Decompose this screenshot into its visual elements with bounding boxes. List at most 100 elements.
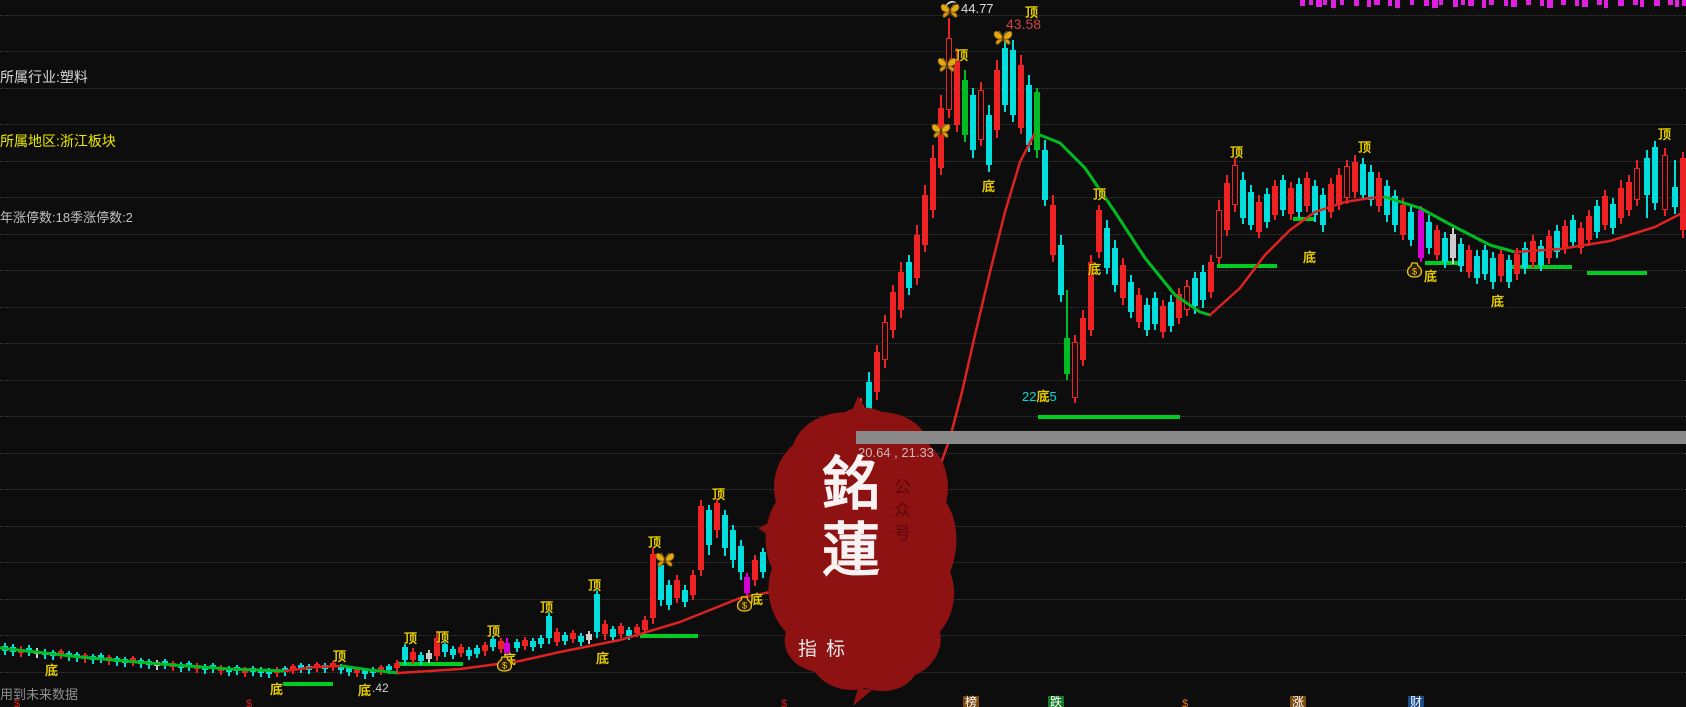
candle xyxy=(434,638,440,656)
support-line xyxy=(640,634,698,638)
top-marker-label: 顶 xyxy=(333,649,347,664)
candle xyxy=(378,667,384,671)
signal-tick xyxy=(1561,0,1566,5)
candle xyxy=(1296,184,1302,212)
candle xyxy=(706,510,712,545)
signal-tick xyxy=(1309,0,1313,5)
candle xyxy=(458,647,464,653)
signal-tick xyxy=(1388,0,1392,6)
crash-low-label: 22底5 xyxy=(1022,386,1057,405)
butterfly-icon xyxy=(936,56,958,79)
signal-tick xyxy=(1374,0,1380,5)
candle xyxy=(1368,172,1374,200)
svg-text:$: $ xyxy=(742,601,747,611)
bottom-strip-item: $ xyxy=(246,698,253,707)
signal-tick xyxy=(1511,0,1517,7)
gridline xyxy=(0,88,1686,89)
crash-low-right: 5 xyxy=(1049,389,1057,404)
candle xyxy=(1184,286,1190,310)
candle xyxy=(1418,210,1424,258)
bottom-marker-label: 底 xyxy=(45,663,59,678)
candle xyxy=(1096,210,1102,252)
candle xyxy=(610,629,616,637)
signal-tick xyxy=(1482,0,1486,8)
candle xyxy=(586,634,592,640)
signal-tick xyxy=(1367,0,1371,7)
candle xyxy=(970,95,976,150)
candle xyxy=(752,560,758,580)
candle xyxy=(1042,150,1048,200)
candle xyxy=(922,195,928,245)
candle xyxy=(722,515,728,548)
candle xyxy=(1458,244,1464,266)
candle xyxy=(1360,164,1366,195)
candle xyxy=(1240,180,1246,218)
candle xyxy=(538,638,544,644)
candle xyxy=(1104,228,1110,268)
candle xyxy=(1680,158,1686,230)
top-marker-label: 顶 xyxy=(712,487,726,502)
candle xyxy=(1168,302,1174,326)
gridline xyxy=(0,270,1686,271)
region-label: 所属地区:浙江板块 xyxy=(0,133,116,149)
candle xyxy=(954,60,960,125)
candle xyxy=(578,636,584,642)
candle xyxy=(682,590,688,602)
candle xyxy=(522,640,528,646)
candle xyxy=(1352,162,1358,192)
signal-tick xyxy=(1582,0,1588,7)
signal-tick xyxy=(1340,0,1344,5)
crash-low-left: 22 xyxy=(1022,389,1037,404)
gridline xyxy=(0,15,1686,16)
candle xyxy=(354,669,360,673)
top-marker-label: 顶 xyxy=(540,600,554,615)
candle xyxy=(1200,272,1206,300)
candle xyxy=(1034,92,1040,150)
money-bag-icon: $ xyxy=(736,596,753,618)
butterfly-icon xyxy=(654,551,676,574)
candle xyxy=(1466,250,1472,272)
candle xyxy=(938,108,944,168)
watermark-char-2: 蓮 xyxy=(822,518,881,583)
top-marker-label: 顶 xyxy=(1230,145,1244,160)
signal-tick xyxy=(1682,0,1686,6)
bottom-strip-item: 跌 xyxy=(1048,695,1065,707)
signal-tick xyxy=(1504,0,1508,6)
candle xyxy=(394,663,400,668)
candle xyxy=(1272,186,1278,215)
candle xyxy=(1010,50,1016,115)
money-bag-icon: $ xyxy=(496,656,513,678)
peak-price-label-1: 44.77 xyxy=(961,1,994,16)
signal-tick xyxy=(1331,0,1336,8)
candle xyxy=(1264,194,1270,222)
candle xyxy=(426,653,432,659)
butterfly-icon xyxy=(992,29,1014,52)
signal-tick xyxy=(1675,0,1679,7)
top-marker-label: 顶 xyxy=(1093,187,1107,202)
svg-text:$: $ xyxy=(1412,267,1417,277)
signal-tick xyxy=(1300,0,1305,6)
bottom-marker-label: 底 xyxy=(358,683,372,698)
candle xyxy=(946,38,952,110)
signal-tick xyxy=(1618,0,1624,6)
candle xyxy=(906,262,912,288)
signal-tick xyxy=(1354,0,1359,6)
candle xyxy=(338,666,344,670)
candle xyxy=(1644,158,1650,195)
candle xyxy=(730,530,736,560)
candle xyxy=(442,644,448,652)
candle xyxy=(1072,342,1078,398)
candle xyxy=(1088,262,1094,330)
candle xyxy=(546,616,552,638)
candle xyxy=(690,575,696,595)
signal-tick xyxy=(1597,0,1602,5)
candle xyxy=(882,322,888,360)
signal-tick xyxy=(1316,0,1322,7)
bottom-strip-item: 榜 xyxy=(963,695,980,707)
candle xyxy=(1400,205,1406,235)
gridline xyxy=(0,124,1686,125)
candle xyxy=(1546,236,1552,258)
candle xyxy=(1426,222,1432,248)
signal-tick xyxy=(1654,0,1660,6)
